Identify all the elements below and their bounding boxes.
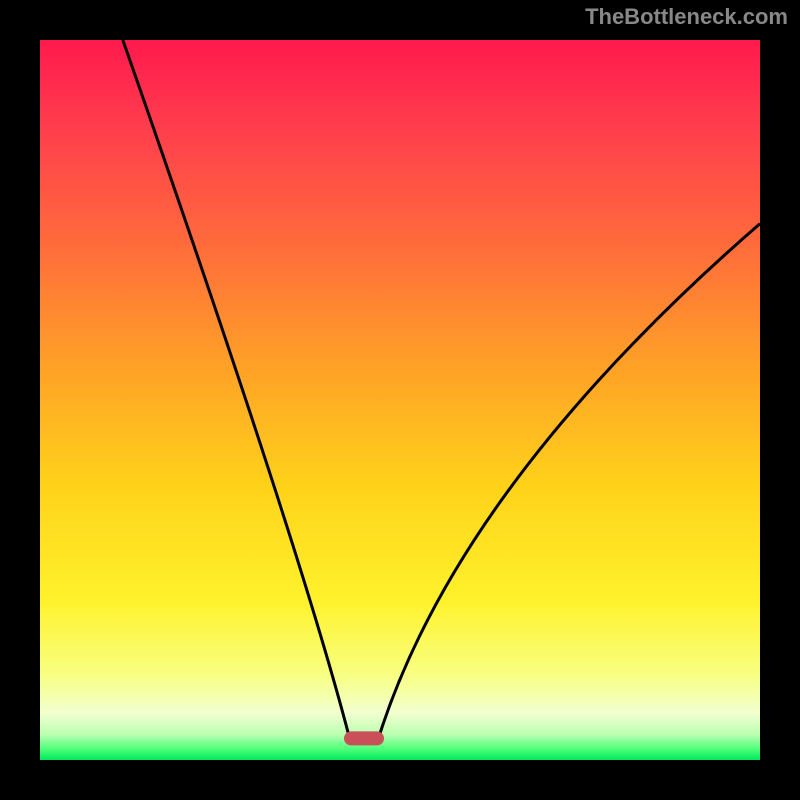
bottleneck-chart <box>0 0 800 800</box>
chart-plot-background <box>40 40 760 760</box>
bottleneck-marker <box>344 731 384 745</box>
watermark-text: TheBottleneck.com <box>585 4 788 30</box>
figure-root: TheBottleneck.com <box>0 0 800 800</box>
